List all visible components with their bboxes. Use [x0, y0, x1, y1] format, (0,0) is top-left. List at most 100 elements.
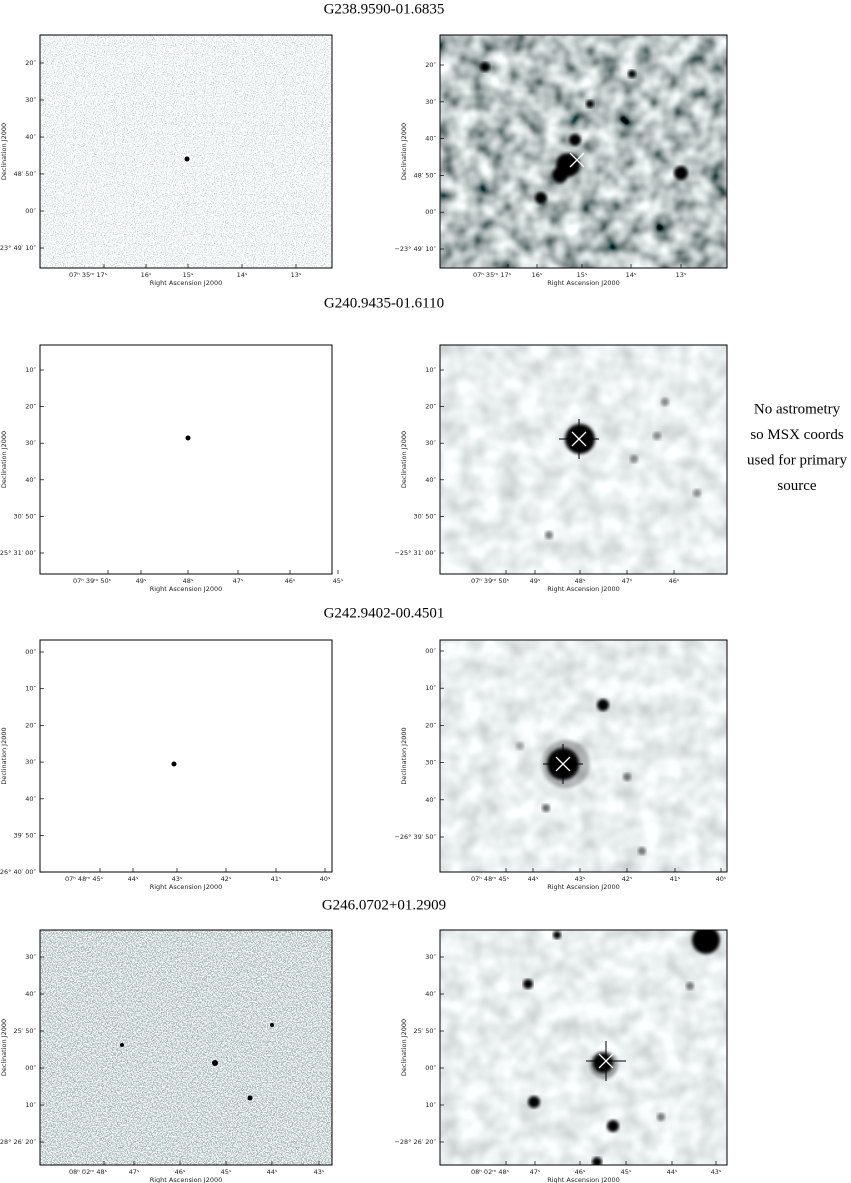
- y-tick-label: 25′ 50″: [13, 1027, 36, 1035]
- y-tick-label: 00″: [25, 1064, 36, 1072]
- source: [597, 699, 609, 711]
- y-tick-label: 00″: [25, 648, 36, 656]
- source: [171, 761, 177, 767]
- note-line: No astrometry: [754, 401, 841, 417]
- panel-title: G238.9590-01.6835: [324, 1, 445, 17]
- y-tick-label: −28° 26′ 20″: [0, 1138, 37, 1146]
- y-tick-label: 40″: [25, 795, 36, 803]
- frame: [439, 639, 728, 873]
- y-tick-label: 25′ 50″: [413, 1027, 436, 1035]
- y-tick-label: 40″: [425, 135, 436, 143]
- y-axis-label: Declination J2000: [0, 727, 8, 784]
- y-tick-label: 20″: [425, 721, 436, 729]
- x-tick-label: 40ˢ: [716, 875, 727, 883]
- frame: [439, 929, 728, 1166]
- y-tick-label: 30″: [25, 96, 36, 104]
- x-tick-label: 08ʰ 02ᵐ 48ˢ: [69, 1168, 108, 1176]
- x-tick-label: 07ʰ 39ᵐ 50ˢ: [471, 577, 510, 585]
- x-tick-label: 44ˢ: [128, 875, 139, 883]
- sky-image: [40, 345, 332, 574]
- source: [569, 134, 581, 146]
- x-tick-label: 44ˢ: [267, 1168, 278, 1176]
- image-noise: [40, 930, 332, 1165]
- source: [623, 773, 631, 781]
- x-tick-label: 45ˢ: [621, 1168, 632, 1176]
- y-tick-label: 20″: [25, 403, 36, 411]
- y-tick-label: 30″: [425, 953, 436, 961]
- image-bg: [40, 640, 332, 872]
- x-tick-label: 07ʰ 35ᵐ 17ˢ: [69, 271, 108, 279]
- x-tick-label: 07ʰ 35ᵐ 17ˢ: [473, 271, 512, 279]
- source: [661, 398, 669, 406]
- y-tick-label: 10″: [425, 366, 436, 374]
- x-tick-label: 42ˢ: [622, 875, 633, 883]
- source: [542, 804, 550, 812]
- y-tick-label: −23° 49′ 10″: [0, 244, 37, 252]
- x-tick-label: 13ˢ: [676, 271, 687, 279]
- x-marker: [569, 152, 585, 168]
- y-axis-label: Declination J2000: [400, 727, 408, 784]
- x-tick-label: 46ˢ: [285, 577, 296, 585]
- y-tick-label: 40″: [425, 796, 436, 804]
- y-tick-label: 39′ 50″: [13, 832, 36, 840]
- y-axis-label: Declination J2000: [0, 1019, 8, 1076]
- source: [692, 930, 720, 954]
- image-noise: [440, 345, 727, 574]
- x-tick-label: 15ˢ: [183, 271, 194, 279]
- x-tick-label: 13ˢ: [291, 271, 302, 279]
- y-tick-label: 30″: [425, 759, 436, 767]
- x-marker: [598, 1053, 614, 1069]
- image-noise: [440, 35, 727, 268]
- y-tick-label: 30″: [425, 439, 436, 447]
- source: [693, 489, 701, 497]
- source: [552, 167, 568, 183]
- x-marker: [555, 756, 571, 772]
- y-tick-label: 20″: [25, 59, 36, 67]
- x-axis-label: Right Ascension J2000: [547, 585, 620, 593]
- x-tick-label: 07ʰ 48ᵐ 45ˢ: [471, 875, 510, 883]
- source: [628, 70, 636, 78]
- y-axis-label: Declination J2000: [0, 123, 8, 180]
- y-tick-label: 10″: [25, 685, 36, 693]
- y-tick-label: 00″: [25, 207, 36, 215]
- source: [516, 742, 524, 750]
- sky-image: [40, 35, 332, 268]
- x-tick-label: 08ʰ 02ᵐ 48ˢ: [471, 1168, 510, 1176]
- x-tick-label: 07ʰ 48ᵐ 45ˢ: [65, 875, 104, 883]
- x-tick-label: 47ˢ: [129, 1168, 140, 1176]
- x-tick-label: 42ˢ: [221, 875, 232, 883]
- y-tick-label: 30″: [25, 953, 36, 961]
- x-axis-label: Right Ascension J2000: [547, 279, 620, 287]
- sky-image: [40, 930, 332, 1165]
- image-bg: [40, 345, 332, 574]
- x-tick-label: 43ˢ: [575, 875, 586, 883]
- y-tick-label: 20″: [425, 403, 436, 411]
- x-tick-label: 48ˢ: [575, 577, 586, 585]
- y-tick-label: 10″: [425, 1101, 436, 1109]
- x-tick-label: 45ˢ: [221, 1168, 232, 1176]
- y-tick-label: −28° 26′ 20″: [394, 1138, 436, 1146]
- x-tick-label: 49ˢ: [530, 577, 541, 585]
- x-tick-label: 44ˢ: [667, 1168, 678, 1176]
- y-tick-label: −26° 40′ 00″: [0, 868, 37, 876]
- x-tick-label: 43ˢ: [172, 875, 183, 883]
- y-tick-label: 30′ 50″: [413, 512, 436, 520]
- y-axis-label: Declination J2000: [400, 1019, 408, 1076]
- source: [523, 979, 533, 989]
- y-tick-label: 00″: [425, 208, 436, 216]
- source: [592, 1157, 602, 1165]
- note-line: so MSX coords: [750, 427, 844, 443]
- frame: [39, 639, 333, 873]
- y-tick-label: 00″: [425, 647, 436, 655]
- x-tick-label: 41ˢ: [670, 875, 681, 883]
- source: [657, 1113, 665, 1121]
- sky-image: [440, 345, 727, 574]
- sky-image: [40, 640, 332, 872]
- frame: [439, 34, 728, 269]
- sky-image: [440, 640, 727, 872]
- source: [593, 1053, 613, 1073]
- x-tick-label: 47ˢ: [530, 1168, 541, 1176]
- panel-title: G246.0702+01.2909: [322, 897, 446, 913]
